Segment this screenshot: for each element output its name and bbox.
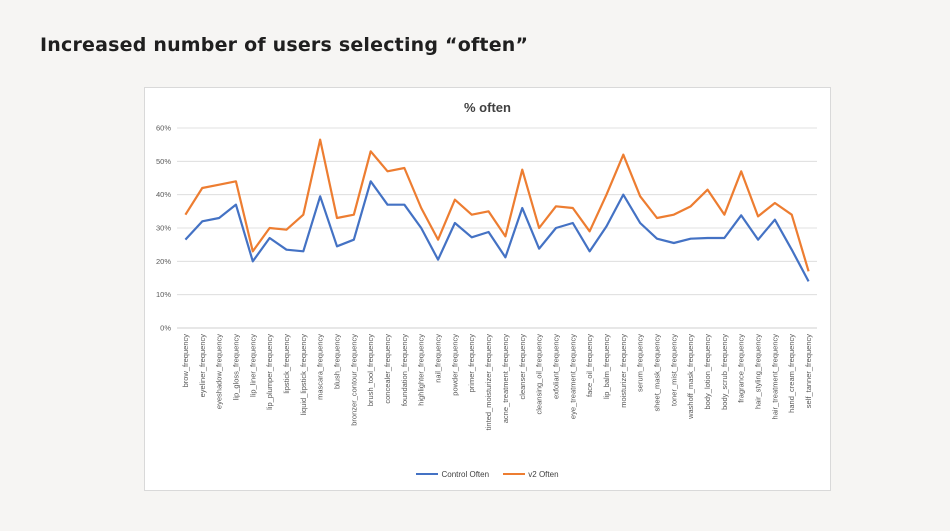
legend-item-control: Control Often	[416, 470, 489, 479]
x-tick-label: self_tanner_frequency	[804, 334, 813, 408]
y-tick-label: 0%	[160, 324, 171, 333]
legend-label-control: Control Often	[441, 469, 490, 479]
x-tick-label: powder_frequency	[450, 334, 459, 396]
x-tick-label: exfoliant_frequency	[551, 334, 560, 399]
x-tick-label: face_oil_frequency	[585, 334, 594, 397]
x-tick-label: body_lotion_frequency	[703, 334, 712, 410]
y-axis-ticks: 0% 10% 20% 30% 40% 50% 60%	[156, 124, 171, 333]
legend-label-v2: v2 Often	[528, 469, 559, 479]
x-tick-label: brush_tool_frequency	[366, 334, 375, 406]
x-tick-label: hair_styling_frequency	[754, 334, 763, 409]
legend: Control Often v2 Often	[145, 468, 830, 479]
x-tick-label: fragrance_frequency	[737, 334, 746, 403]
x-tick-label: cleanser_frequency	[518, 334, 527, 400]
y-tick-label: 40%	[156, 190, 171, 199]
x-tick-label: concealer_frequency	[383, 334, 392, 404]
x-tick-label: highlighter_frequency	[417, 334, 426, 406]
y-tick-label: 20%	[156, 257, 171, 266]
x-tick-label: toner_mist_frequency	[669, 334, 678, 406]
x-tick-label: sheet_mask_frequency	[653, 334, 662, 412]
legend-swatch-v2	[503, 473, 526, 475]
series-line-control-often	[184, 180, 810, 282]
x-tick-label: mascara_frequency	[316, 334, 325, 400]
x-tick-label: serum_frequency	[636, 334, 645, 392]
x-tick-label: lip_plumper_frequency	[265, 334, 274, 410]
chart-frame: % often 0% 10% 20% 30% 40% 50% 60% brow_freque…	[144, 87, 831, 491]
x-tick-label: eye_treatment_frequency	[568, 334, 577, 419]
y-tick-label: 30%	[156, 224, 171, 233]
x-tick-label: primer_frequency	[467, 334, 476, 393]
line-chart: 0% 10% 20% 30% 40% 50% 60% brow_frequency eyeli…	[156, 124, 817, 431]
x-tick-label: lip_gloss_frequency	[231, 334, 240, 401]
x-tick-label: lip_liner_frequency	[248, 334, 257, 397]
legend-swatch-control	[416, 473, 439, 475]
x-tick-label: hand_cream_frequency	[787, 334, 796, 413]
x-tick-label: bronzer_contour_frequency	[349, 334, 358, 426]
x-tick-label: eyeshadow_frequency	[215, 334, 224, 409]
y-tick-label: 60%	[156, 124, 171, 133]
series-line-v2-often	[184, 138, 810, 272]
x-tick-label: foundation_frequency	[400, 334, 409, 406]
y-tick-label: 10%	[156, 290, 171, 299]
x-tick-label: washoff_mask_frequency	[686, 334, 695, 420]
x-tick-label: brow_frequency	[181, 334, 190, 388]
x-tick-label: liquid_lipstick_frequency	[299, 334, 308, 416]
legend-item-v2: v2 Often	[503, 469, 559, 479]
x-tick-label: lip_balm_frequency	[602, 334, 611, 399]
x-tick-label: eyeliner_frequency	[198, 334, 207, 398]
gridlines	[177, 127, 817, 329]
x-tick-label: hair_treatment_frequency	[770, 334, 779, 420]
x-tick-label: cleansing_oil_frequency	[535, 334, 544, 415]
x-tick-label: nail_frequency	[434, 334, 443, 383]
x-tick-label: moisturizer_frequency	[619, 334, 628, 408]
chart-title: % often	[464, 100, 511, 115]
x-tick-label: tinted_moisturizer_frequency	[484, 334, 493, 431]
x-tick-label: body_scrub_frequency	[720, 334, 729, 410]
x-tick-label: lipstick_frequency	[282, 334, 291, 394]
slide-title: Increased number of users selecting “oft…	[40, 34, 529, 56]
x-axis-ticks: brow_frequency eyeliner_frequency eyeshado…	[181, 334, 813, 431]
y-tick-label: 50%	[156, 157, 171, 166]
series-lines	[184, 138, 810, 282]
x-tick-label: acne_treatment_frequency	[501, 334, 510, 423]
x-tick-label: blush_frequency	[333, 334, 342, 389]
